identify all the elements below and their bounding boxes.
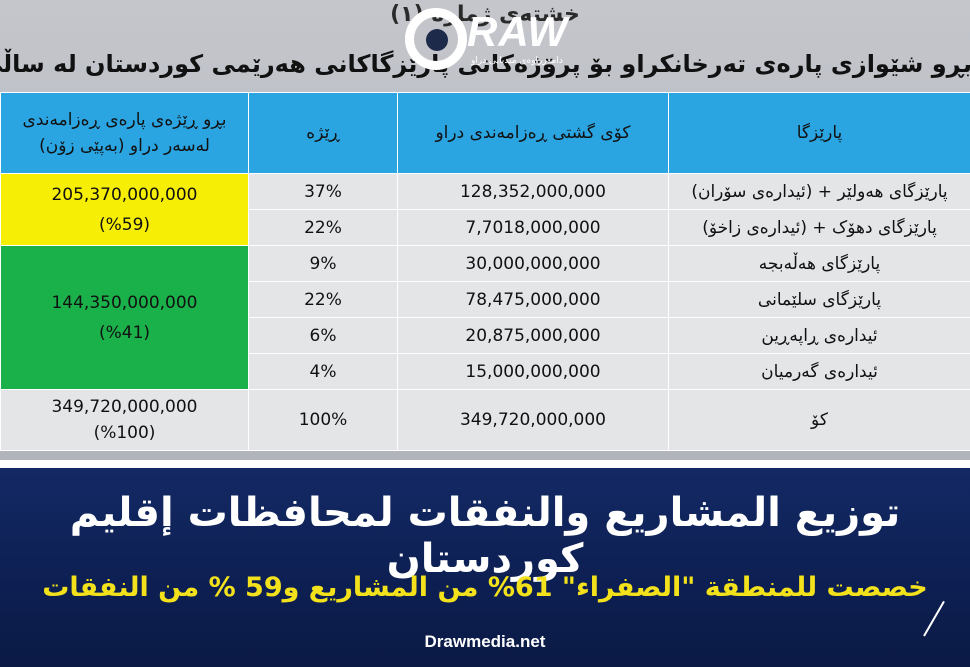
site-url: Drawmedia.net (424, 632, 546, 651)
row-province: پارێزگای دهۆک + (ئیدارەی زاخۆ) (668, 209, 970, 246)
logo-ring-icon (405, 8, 467, 70)
table-row: 22% 7,7018,000,000 پارێزگای دهۆک + (ئیدا… (1, 209, 970, 246)
row-percent: 22% (248, 281, 398, 318)
table-total-row: 349,720,000,000 (%100) 100% 349,720,000,… (0, 389, 970, 451)
table-row: 144,350,000,000 (%41) 9% 30,000,000,000 … (0, 245, 970, 390)
logo-wordmark: RAW (467, 8, 568, 55)
green-zone-cell: 144,350,000,000 (%41) (0, 245, 249, 390)
row-province: پارێزگای هەڵەبجە (668, 245, 970, 282)
row-amount: 15,000,000,000 (397, 353, 669, 390)
table-row: 4% 15,000,000,000 ئیدارەی گەرمیان (1, 353, 970, 390)
row-province: پارێزگای سلێمانی (668, 281, 970, 318)
row-amount: 20,875,000,000 (397, 317, 669, 354)
infographic-title: بڕو شێوازی پارەی تەرخانکراو بۆ پرۆژەکانی… (0, 46, 970, 86)
row-percent: 6% (248, 317, 398, 354)
row-province: ئیدارەی ڕاپەڕین (668, 317, 970, 354)
total-amount: 349,720,000,000 (397, 389, 669, 451)
header-province: پارێزگا (668, 92, 970, 174)
yellow-zone-share: (%59) (98, 214, 151, 235)
header-total-approved: کۆی گشتی ڕەزامەندی دراو (397, 92, 669, 174)
green-zone-amount: 144,350,000,000 (51, 292, 198, 313)
total-zone-amount: 349,720,000,000 (51, 397, 198, 417)
total-percent: 100% (248, 389, 398, 451)
banner-subline: خصصت للمنطقة "الصفراء" 61% من المشاريع و… (42, 572, 928, 603)
draw-logo: RAW دامەزراوەی میدیایی دراو (405, 8, 585, 78)
yellow-zone-amount: 205,370,000,000 (51, 184, 198, 205)
table-row: 6% 20,875,000,000 ئیدارەی ڕاپەڕین (1, 317, 970, 354)
row-amount: 128,352,000,000 (397, 173, 669, 210)
row-amount: 78,475,000,000 (397, 281, 669, 318)
row-amount: 30,000,000,000 (397, 245, 669, 282)
infographic-title-text: بڕو شێوازی پارەی تەرخانکراو بۆ پرۆژەکانی… (0, 50, 970, 78)
row-percent: 4% (248, 353, 398, 390)
table-row: 205,370,000,000 (%59) 37% 128,352,000,00… (0, 173, 970, 246)
row-amount: 7,7018,000,000 (397, 209, 669, 246)
total-zone-cell: 349,720,000,000 (%100) (0, 389, 249, 451)
row-percent: 22% (248, 209, 398, 246)
row-percent: 9% (248, 245, 398, 282)
header-percent: ڕێژە (248, 92, 398, 174)
logo-tagline: دامەزراوەی میدیایی دراو (471, 56, 563, 66)
row-province: ئیدارەی گەرمیان (668, 353, 970, 390)
total-label: کۆ (668, 389, 970, 451)
total-zone-share: (%100) (93, 423, 156, 443)
table-header-row: بڕو ڕێژەی پارەی ڕەزامەندی لەسەر دراو (بە… (0, 92, 970, 174)
infographic-top: خشتەی ژمارە (١) بڕو شێوازی پارەی تەرخانک… (0, 0, 970, 460)
row-percent: 37% (248, 173, 398, 210)
row-province: پارێزگای هەولێر + (ئیدارەی سۆران) (668, 173, 970, 210)
yellow-zone-cell: 205,370,000,000 (%59) (0, 173, 249, 246)
banner-headline: توزيع المشاريع والنفقات لمحافظات إقليم ك… (69, 490, 901, 582)
budget-table: بڕو ڕێژەی پارەی ڕەزامەندی لەسەر دراو (بە… (0, 92, 970, 451)
header-zone-amount: بڕو ڕێژەی پارەی ڕەزامەندی لەسەر دراو (بە… (0, 92, 249, 174)
green-zone-share: (%41) (98, 322, 151, 343)
arabic-banner: توزيع المشاريع والنفقات لمحافظات إقليم ك… (0, 460, 970, 667)
